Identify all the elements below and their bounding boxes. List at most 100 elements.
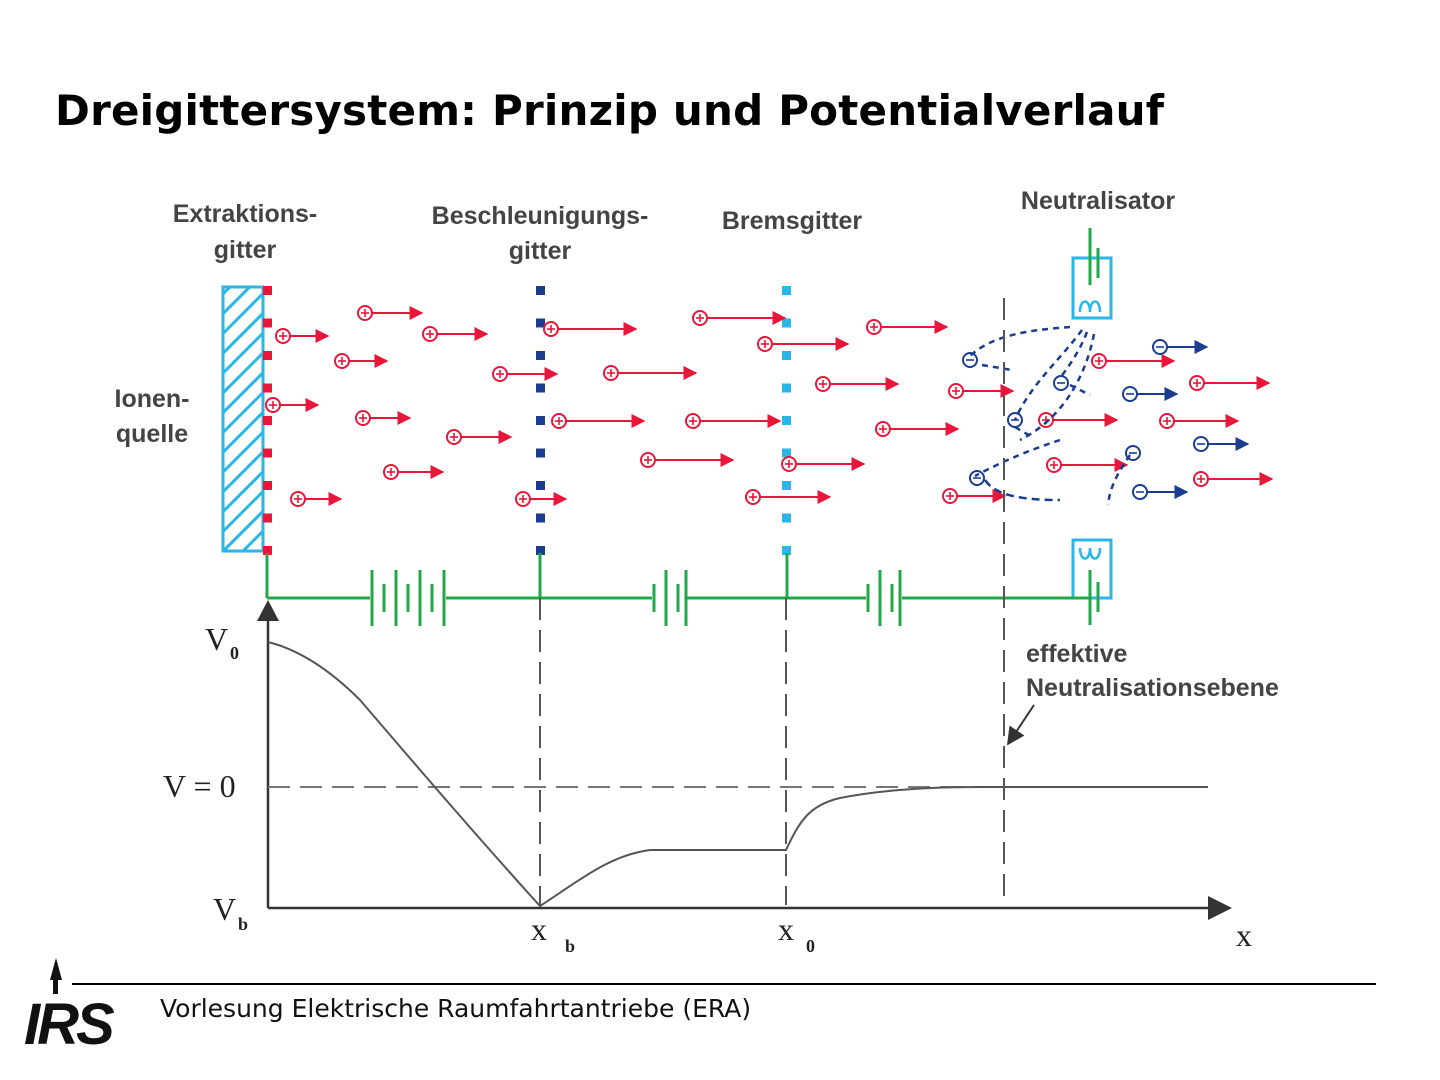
- acceleration-grid-label-2: gitter: [509, 237, 572, 265]
- ion: [692, 310, 787, 326]
- vb-label: V: [213, 891, 236, 927]
- potential-curve: [267, 641, 1208, 908]
- acceleration-grid-dot: [536, 383, 545, 393]
- ion: [1193, 471, 1274, 487]
- extraction-grid-label: Extraktions-: [173, 200, 317, 228]
- electron: [969, 470, 985, 486]
- neutralizer-bottom: [1071, 538, 1113, 625]
- ion: [275, 328, 330, 344]
- x-axis-label: x: [1236, 917, 1252, 953]
- ion-source-label: Ionen-: [115, 385, 190, 413]
- deceleration-grid-dot: [782, 318, 791, 328]
- reference-lines: [539, 298, 1005, 905]
- acceleration-grid-dot: [536, 416, 545, 425]
- ion: [1046, 457, 1129, 473]
- logo-text: IRS: [24, 992, 115, 1050]
- ion: [866, 319, 949, 335]
- neutral-plane-label: effektive: [1026, 640, 1128, 668]
- battery-1: [370, 570, 446, 626]
- ion: [334, 353, 389, 369]
- ion: [942, 488, 1007, 504]
- ion: [357, 305, 424, 321]
- acceleration-grid-dot: [536, 481, 545, 490]
- ion: [515, 491, 568, 507]
- deceleration-grid-dot: [782, 481, 791, 490]
- electron: [1152, 339, 1209, 355]
- v0-subscript: 0: [230, 643, 239, 663]
- ion: [492, 366, 559, 382]
- ion: [290, 491, 343, 507]
- xb-subscript: b: [565, 936, 575, 956]
- deceleration-grid: [782, 286, 791, 555]
- ion: [1038, 412, 1119, 428]
- deceleration-grid-dot: [782, 286, 791, 295]
- deceleration-grid-dot: [782, 351, 791, 360]
- ion-source: [221, 285, 265, 553]
- potential-axes: [257, 600, 1232, 920]
- electron-particles: [962, 339, 1250, 500]
- electron: [1193, 436, 1250, 452]
- ion: [551, 413, 646, 429]
- xb-label: x: [531, 911, 547, 947]
- ion: [543, 321, 638, 337]
- ion: [1091, 353, 1176, 369]
- ion: [446, 429, 513, 445]
- deceleration-grid-dot: [782, 448, 791, 458]
- deceleration-grid-dot: [782, 546, 791, 555]
- ion: [757, 336, 850, 352]
- v-zero-label: V = 0: [163, 768, 236, 804]
- extraction-grid-dot: [263, 448, 272, 458]
- battery-2: [652, 570, 688, 626]
- extraction-grid-dot: [263, 286, 272, 295]
- v0-label: V: [205, 621, 228, 657]
- electron: [1053, 375, 1069, 391]
- battery-3: [866, 570, 902, 626]
- neutral-plane-pointer: [1007, 704, 1035, 746]
- extraction-grid-dot: [263, 383, 272, 393]
- ion: [603, 365, 698, 381]
- ion: [685, 413, 782, 429]
- ion: [1159, 413, 1240, 429]
- electron: [1122, 386, 1179, 402]
- electron-trajectories: [967, 325, 1132, 506]
- power-circuit: [265, 553, 1090, 600]
- extraction-grid-dot: [263, 481, 272, 490]
- deceleration-grid-label: Bremsgitter: [722, 207, 863, 235]
- ion: [948, 383, 1015, 399]
- deceleration-grid-dot: [782, 383, 791, 393]
- deceleration-grid-dot: [782, 416, 791, 425]
- ion: [815, 376, 900, 392]
- footer-divider: [72, 983, 1376, 985]
- vb-subscript: b: [238, 914, 248, 934]
- electron: [1132, 484, 1189, 500]
- irs-logo: IRS: [24, 958, 118, 1050]
- ion: [265, 397, 320, 413]
- ion: [355, 410, 412, 426]
- acceleration-grid-dot: [536, 286, 545, 295]
- acceleration-grid-label: Beschleunigungs-: [432, 202, 649, 230]
- electron: [962, 352, 978, 368]
- acceleration-grid-dot: [536, 318, 545, 328]
- acceleration-grid-dot: [536, 448, 545, 458]
- ion: [745, 489, 832, 505]
- deceleration-grid-dot: [782, 513, 791, 523]
- grid-system-diagram: Extraktions- gitter Beschleunigungs- git…: [115, 187, 1279, 956]
- neutralizer-label: Neutralisator: [1021, 187, 1175, 215]
- extraction-grid-dot: [263, 416, 272, 425]
- page-title: Dreigittersystem: Prinzip und Potentialv…: [55, 86, 1165, 135]
- ion: [875, 421, 960, 437]
- extraction-grid-label-2: gitter: [214, 236, 277, 264]
- ion: [383, 464, 445, 480]
- acceleration-grid: [536, 286, 545, 555]
- ion-source-label-2: quelle: [116, 420, 188, 448]
- neutral-plane-label-2: Neutralisationsebene: [1026, 674, 1279, 702]
- ion: [422, 326, 489, 342]
- extraction-grid-dot: [263, 318, 272, 328]
- acceleration-grid-dot: [536, 351, 545, 360]
- x0-label: x: [778, 911, 794, 947]
- acceleration-grid-dot: [536, 546, 545, 555]
- extraction-grid: [263, 286, 272, 555]
- ion: [1189, 375, 1271, 391]
- acceleration-grid-dot: [536, 513, 545, 523]
- x0-subscript: 0: [806, 936, 815, 956]
